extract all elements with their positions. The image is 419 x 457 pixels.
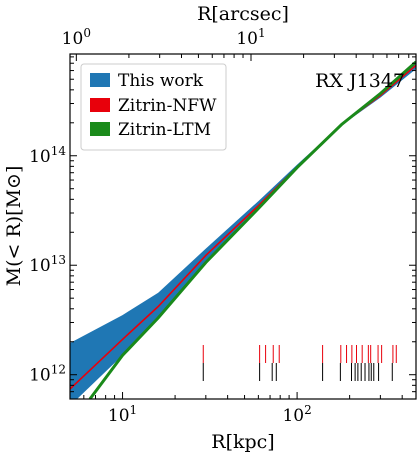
x-tick-label: 102 [282, 403, 311, 426]
legend-swatch-zitrin-nfw [90, 98, 110, 112]
x-tick-label: 101 [108, 403, 137, 426]
x-axis-title: R[kpc] [211, 431, 274, 453]
y-tick-label: 1012 [29, 363, 66, 386]
top-x-tick-label: 100 [62, 26, 91, 49]
top-x-tick-label: 101 [236, 26, 265, 49]
legend-swatch-zitrin-ltm [90, 122, 110, 136]
legend: This work Zitrin-NFW Zitrin-LTM [80, 63, 227, 151]
band-this-work [70, 62, 416, 399]
legend-swatch-this-work [90, 73, 110, 87]
legend-label-zitrin-nfw: Zitrin-NFW [118, 96, 217, 116]
line-zitrin-ltm [88, 60, 416, 399]
top-axis-title: R[arcsec] [197, 3, 289, 25]
legend-box [80, 63, 227, 151]
legend-label-zitrin-ltm: Zitrin-LTM [118, 120, 211, 140]
legend-label-this-work: This work [118, 71, 204, 91]
y-tick-label: 1014 [29, 144, 66, 167]
y-axis-title: M(< R)[M⊙] [3, 166, 25, 287]
cluster-label: RX J1347 [315, 70, 405, 92]
y-tick-label: 1013 [29, 253, 66, 276]
